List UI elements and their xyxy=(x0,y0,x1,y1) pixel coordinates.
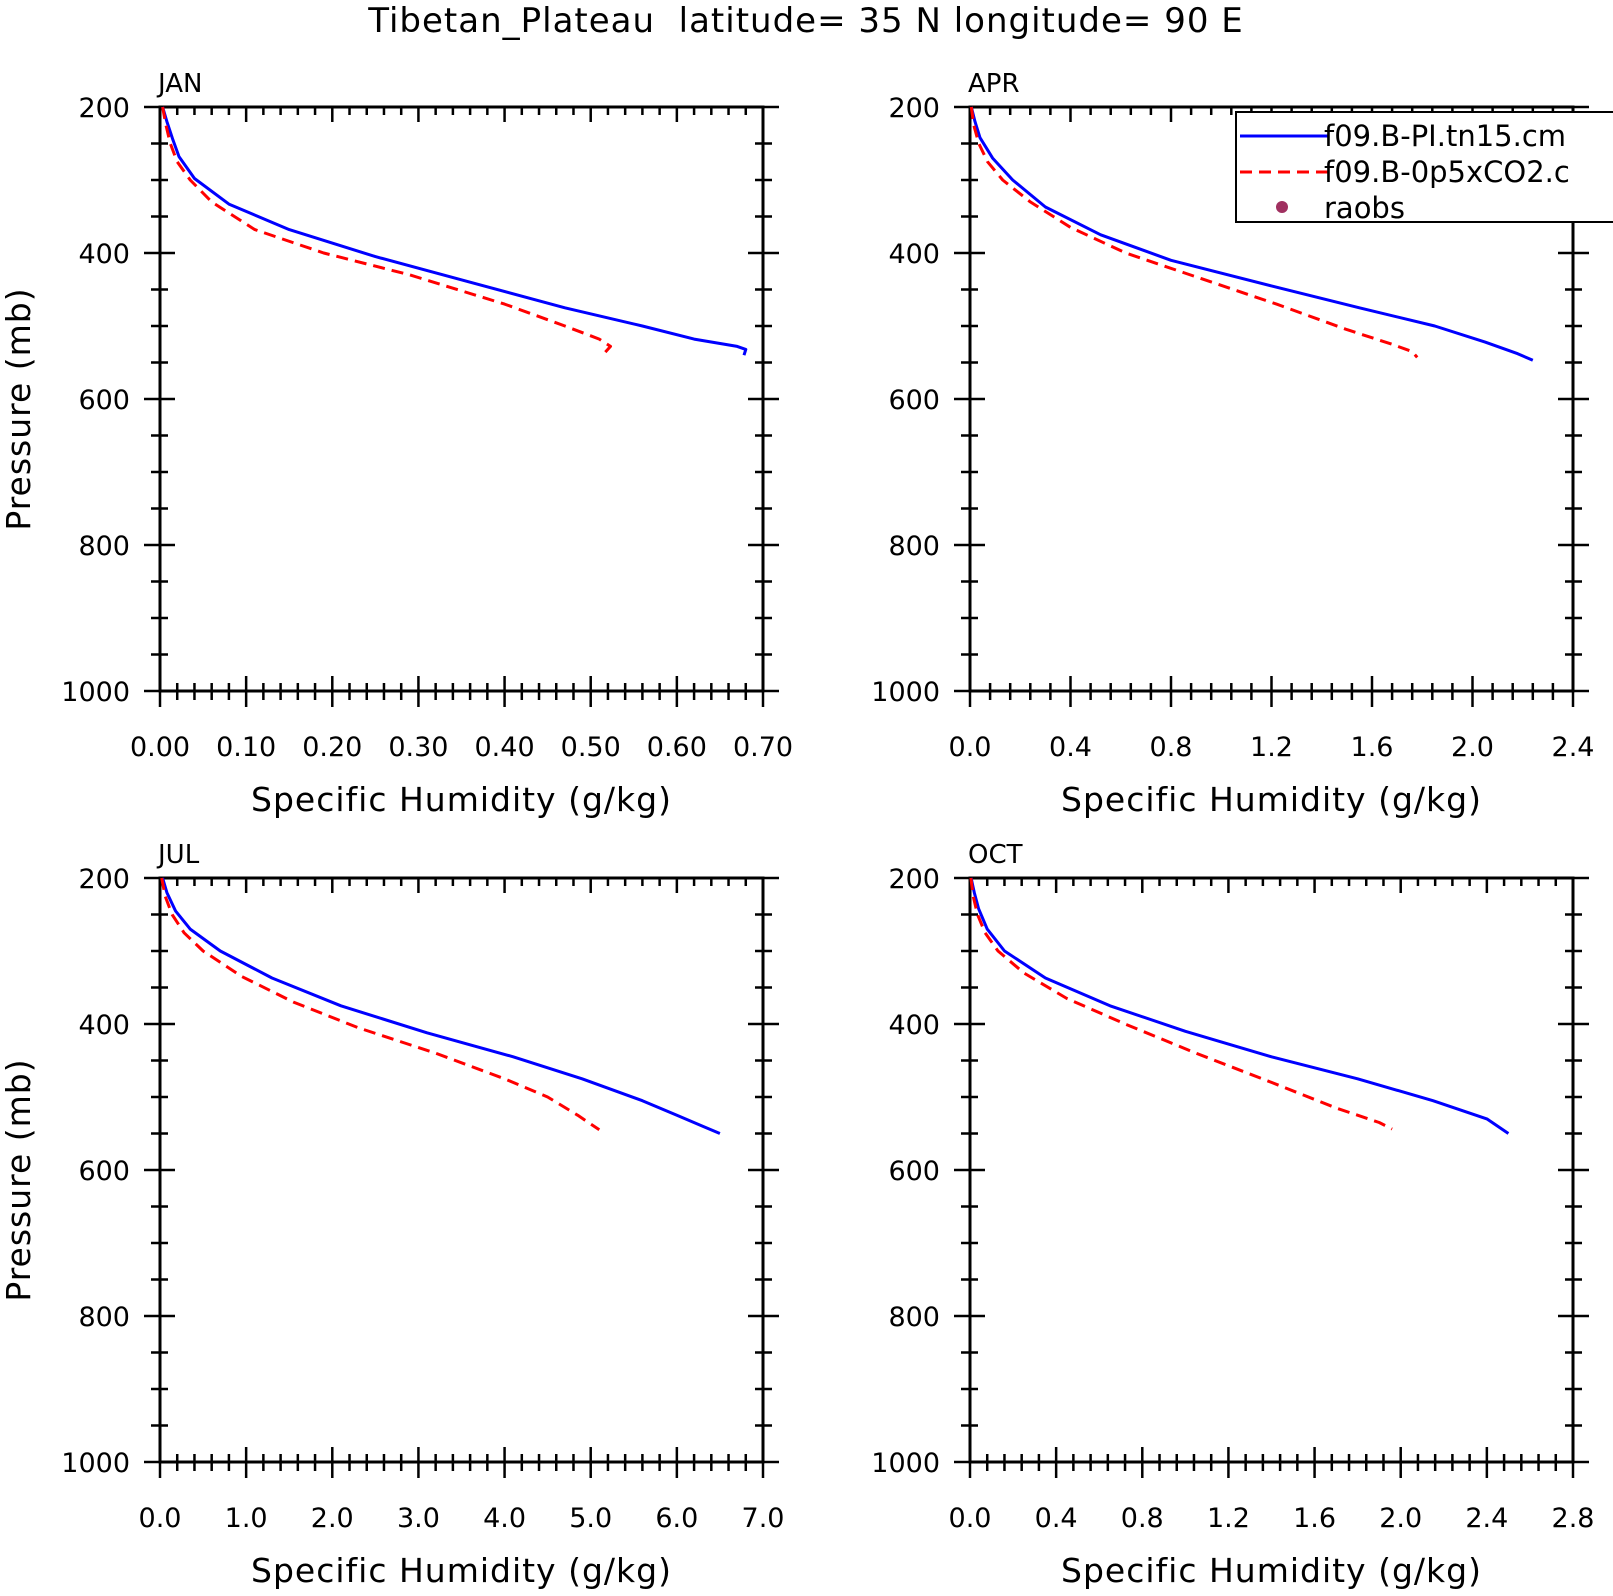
y-tick-label: 800 xyxy=(78,1302,130,1333)
x-tick-label: 5.0 xyxy=(569,1503,612,1534)
x-axis-label: Specific Humidity (g/kg) xyxy=(251,780,672,819)
panel-label: JAN xyxy=(156,69,202,99)
y-tick-label: 400 xyxy=(78,1010,130,1041)
x-tick-label: 2.0 xyxy=(1379,1503,1422,1534)
x-tick-label: 0.0 xyxy=(949,1503,992,1534)
x-tick-label: 0.30 xyxy=(388,732,448,763)
x-tick-label: 2.0 xyxy=(311,1503,354,1534)
x-tick-label: 2.4 xyxy=(1465,1503,1508,1534)
panels: 0.00 0.10 0.20 0.30 0.40 0.50 0.60 0.70 200 400 60… xyxy=(0,69,1594,1590)
x-tick-label: 2.8 xyxy=(1552,1503,1595,1534)
panel-label: OCT xyxy=(968,840,1023,870)
y-tick-label: 400 xyxy=(888,239,940,270)
legend-label: f09.B-PI.tn15.cm xyxy=(1324,119,1566,153)
x-tick-label: 1.0 xyxy=(225,1503,268,1534)
chart-panel-apr: 0.0 0.4 0.8 1.2 1.6 2.0 2.4 200 400 600 800 1000 APR… xyxy=(871,69,1594,819)
chart-panel-oct: 0.0 0.4 0.8 1.2 1.6 2.0 2.4 2.8 200 400 600 800 1000… xyxy=(871,840,1594,1590)
x-tick-label: 6.0 xyxy=(655,1503,698,1534)
y-tick-label: 200 xyxy=(78,864,130,895)
legend-entry-f09-b-pi-tn15-cm: f09.B-PI.tn15.cm xyxy=(1240,119,1566,153)
x-axis-label: Specific Humidity (g/kg) xyxy=(1061,780,1482,819)
y-tick-label: 600 xyxy=(78,385,130,416)
y-axis-label: Pressure (mb) xyxy=(0,287,38,530)
panel-label: JUL xyxy=(156,840,200,870)
y-tick-label: 400 xyxy=(888,1010,940,1041)
x-tick-label: 0.00 xyxy=(130,732,190,763)
series-line-f09-b-pi-tn15-cm xyxy=(161,877,721,1135)
x-tick-label: 3.0 xyxy=(397,1503,440,1534)
y-tick-label: 200 xyxy=(78,93,130,124)
x-tick-label: 1.6 xyxy=(1351,732,1394,763)
x-tick-label: 4.0 xyxy=(483,1503,526,1534)
y-tick-label: 200 xyxy=(888,864,940,895)
series-line-f09-b-pi-tn15-cm xyxy=(969,106,1534,362)
y-tick-label: 600 xyxy=(888,385,940,416)
y-tick-label: 800 xyxy=(888,1302,940,1333)
x-tick-label: 2.0 xyxy=(1451,732,1494,763)
y-tick-label: 800 xyxy=(888,531,940,562)
x-tick-label: 7.0 xyxy=(742,1503,785,1534)
y-tick-label: 400 xyxy=(78,239,130,270)
y-tick-label: 200 xyxy=(888,93,940,124)
series-line-f09-b-0p5xco2-c xyxy=(161,106,612,355)
x-tick-label: 0.40 xyxy=(475,732,535,763)
x-tick-label: 0.0 xyxy=(139,1503,182,1534)
chart-panel-jul: 0.0 1.0 2.0 3.0 4.0 5.0 6.0 7.0 200 400 600 800 1000… xyxy=(0,840,784,1590)
x-tick-label: 1.6 xyxy=(1293,1503,1336,1534)
x-tick-label: 0.8 xyxy=(1150,732,1193,763)
x-tick-label: 0.8 xyxy=(1121,1503,1164,1534)
panel-label: APR xyxy=(968,69,1020,99)
x-axis-label: Specific Humidity (g/kg) xyxy=(1061,1551,1482,1590)
y-tick-label: 1000 xyxy=(871,1448,940,1479)
x-tick-label: 0.50 xyxy=(561,732,621,763)
series-line-f09-b-pi-tn15-cm xyxy=(161,106,748,356)
legend-box xyxy=(1235,111,1613,223)
y-tick-label: 1000 xyxy=(61,677,130,708)
x-axis-label: Specific Humidity (g/kg) xyxy=(251,1551,672,1590)
y-tick-label: 1000 xyxy=(61,1448,130,1479)
x-tick-label: 0.20 xyxy=(302,732,362,763)
series-line-f09-b-0p5xco2-c xyxy=(969,877,1393,1131)
legend-entry-f09-b-0p5xco2-c: f09.B-0p5xCO2.c xyxy=(1240,155,1570,189)
x-tick-label: 0.60 xyxy=(647,732,707,763)
plot-frame xyxy=(158,105,765,693)
x-tick-label: 0.4 xyxy=(1035,1503,1078,1534)
chart-panel-jan: 0.00 0.10 0.20 0.30 0.40 0.50 0.60 0.70 200 400 60… xyxy=(0,69,793,819)
plot-frame xyxy=(968,876,1575,1464)
series-line-f09-b-pi-tn15-cm xyxy=(969,877,1510,1135)
x-tick-label: 0.4 xyxy=(1049,732,1092,763)
figure-title: Tibetan_Plateau latitude= 35 N longitude… xyxy=(367,1,1244,41)
legend-label: raobs xyxy=(1324,191,1405,225)
legend-marker xyxy=(1276,201,1288,213)
x-tick-label: 0.10 xyxy=(216,732,276,763)
x-tick-label: 0.0 xyxy=(949,732,992,763)
x-tick-label: 1.2 xyxy=(1207,1503,1250,1534)
x-tick-label: 1.2 xyxy=(1250,732,1293,763)
series-line-f09-b-0p5xco2-c xyxy=(160,877,601,1132)
x-tick-label: 2.4 xyxy=(1552,732,1595,763)
y-tick-label: 600 xyxy=(888,1156,940,1187)
y-tick-label: 1000 xyxy=(871,677,940,708)
x-tick-label: 0.70 xyxy=(733,732,793,763)
y-tick-label: 600 xyxy=(78,1156,130,1187)
legend-label: f09.B-0p5xCO2.c xyxy=(1324,155,1570,189)
series-line-f09-b-0p5xco2-c xyxy=(969,106,1419,359)
y-axis-label: Pressure (mb) xyxy=(0,1058,38,1301)
y-tick-label: 800 xyxy=(78,531,130,562)
legend-entry-raobs: raobs xyxy=(1276,191,1405,225)
